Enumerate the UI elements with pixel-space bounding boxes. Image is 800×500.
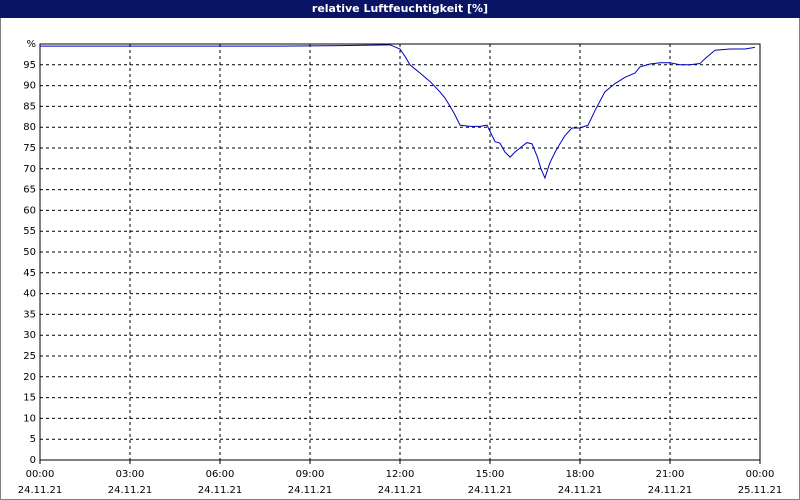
y-tick-label: 50 bbox=[23, 247, 36, 258]
y-tick-label: 70 bbox=[23, 164, 36, 175]
x-tick-label: 00:00 bbox=[746, 469, 775, 480]
x-tick-date: 24.11.21 bbox=[468, 485, 513, 496]
y-tick-label: 75 bbox=[23, 143, 36, 154]
y-tick-label: 20 bbox=[23, 372, 36, 383]
x-tick-date: 24.11.21 bbox=[198, 485, 243, 496]
y-tick-label: 25 bbox=[23, 351, 36, 362]
x-tick-label: 03:00 bbox=[116, 469, 145, 480]
y-tick-label: 35 bbox=[23, 309, 36, 320]
x-tick-date: 25.11.21 bbox=[738, 485, 783, 496]
x-tick-label: 15:00 bbox=[476, 469, 505, 480]
x-tick-label: 21:00 bbox=[656, 469, 685, 480]
y-tick-label: % bbox=[26, 39, 36, 50]
y-tick-label: 30 bbox=[23, 330, 36, 341]
y-tick-label: 95 bbox=[23, 60, 36, 71]
y-tick-label: 60 bbox=[23, 205, 36, 216]
x-tick-label: 18:00 bbox=[566, 469, 595, 480]
y-tick-label: 55 bbox=[23, 226, 36, 237]
line-series bbox=[40, 44, 755, 180]
y-tick-label: 45 bbox=[23, 268, 36, 279]
y-tick-label: 15 bbox=[23, 393, 36, 404]
y-tick-label: 90 bbox=[23, 81, 36, 92]
x-tick-date: 24.11.21 bbox=[18, 485, 63, 496]
y-tick-label: 5 bbox=[30, 434, 36, 445]
y-tick-label: 65 bbox=[23, 185, 36, 196]
x-tick-date: 24.11.21 bbox=[648, 485, 693, 496]
x-tick-label: 06:00 bbox=[206, 469, 235, 480]
x-tick-date: 24.11.21 bbox=[108, 485, 153, 496]
y-tick-label: 40 bbox=[23, 289, 36, 300]
title-bar bbox=[0, 0, 800, 18]
x-tick-date: 24.11.21 bbox=[378, 485, 423, 496]
y-tick-label: 0 bbox=[30, 455, 36, 466]
x-tick-label: 12:00 bbox=[386, 469, 415, 480]
y-tick-label: 85 bbox=[23, 101, 36, 112]
y-tick-label: 80 bbox=[23, 122, 36, 133]
y-tick-label: 10 bbox=[23, 413, 36, 424]
x-tick-label: 09:00 bbox=[296, 469, 325, 480]
x-tick-label: 00:00 bbox=[26, 469, 55, 480]
x-tick-date: 24.11.21 bbox=[288, 485, 333, 496]
chart-title: relative Luftfeuchtigkeit [%] bbox=[312, 2, 488, 15]
x-tick-date: 24.11.21 bbox=[558, 485, 603, 496]
